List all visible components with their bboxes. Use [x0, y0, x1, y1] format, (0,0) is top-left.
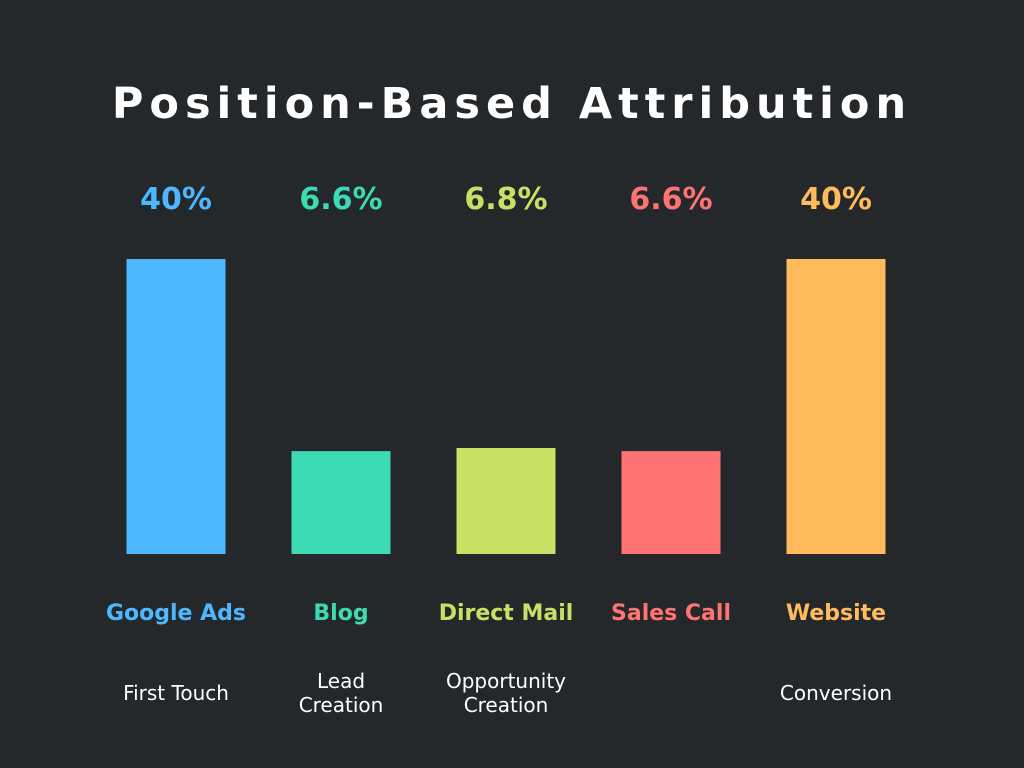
category-label: Google Ads — [106, 601, 246, 626]
bar-blog — [291, 451, 391, 554]
bar-direct-mail — [456, 448, 556, 554]
bar-website — [786, 259, 886, 554]
stage-label: Conversion — [780, 681, 892, 705]
stage-label: Creation — [464, 693, 549, 717]
stage-label: Lead — [317, 669, 365, 693]
category-label: Blog — [313, 601, 368, 626]
category-label: Sales Call — [611, 601, 731, 626]
stage-label: Opportunity — [446, 669, 566, 693]
stage-label: First Touch — [123, 681, 229, 705]
value-label: 6.6% — [629, 182, 712, 217]
value-label: 40% — [800, 182, 872, 217]
category-label: Direct Mail — [439, 601, 574, 626]
value-label: 40% — [140, 182, 212, 217]
chart-title: Position-Based Attribution — [111, 79, 913, 129]
category-label: Website — [786, 601, 886, 626]
bar-sales-call — [621, 451, 721, 554]
value-label: 6.8% — [464, 182, 547, 217]
stage-label: Creation — [299, 693, 384, 717]
value-label: 6.6% — [299, 182, 382, 217]
bar-google-ads — [126, 259, 226, 554]
